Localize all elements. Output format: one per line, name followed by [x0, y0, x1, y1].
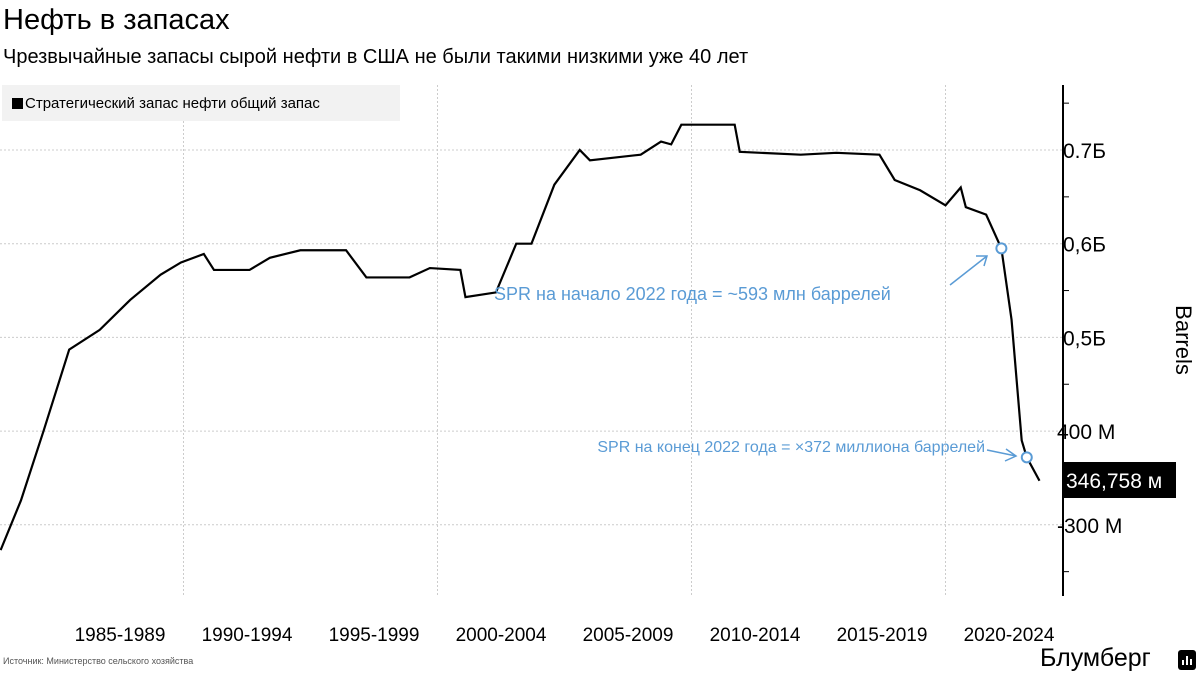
x-tick-label: 2010-2014: [710, 625, 801, 646]
x-tick-label: 2020-2024: [964, 625, 1055, 646]
annotation-arrowhead: [976, 255, 989, 267]
chart-subtitle: Чрезвычайные запасы сырой нефти в США не…: [3, 46, 749, 68]
chart-title: Нефть в запасах: [3, 4, 230, 36]
last-value-label: 346,758 м: [1066, 470, 1162, 493]
y-tick-label: -300 М: [1057, 515, 1122, 538]
y-tick-label: 0.7Б: [1063, 140, 1106, 163]
x-tick-label: 1995-1999: [329, 625, 420, 646]
y-tick-label: 0,6Б: [1063, 234, 1106, 257]
y-axis-title: Barrels: [1171, 305, 1196, 375]
y-tick-label: 400 М: [1057, 421, 1115, 444]
annotation-marker: [1020, 451, 1033, 464]
chart-icon[interactable]: [1178, 650, 1196, 670]
last-value-box: [1064, 462, 1176, 498]
legend-label: Стратегический запас нефти общий запас: [25, 94, 320, 112]
x-tick-label: 2015-2019: [837, 625, 928, 646]
annotation-label: SPR на начало 2022 года = ~593 млн барре…: [494, 284, 891, 304]
annotation-marker: [995, 242, 1008, 255]
x-tick-label: 1985-1989: [75, 625, 166, 646]
x-tick-label: 1990-1994: [202, 625, 293, 646]
legend-swatch: [12, 97, 23, 109]
x-tick-label: 2000-2004: [456, 625, 547, 646]
source-note: Источник: Министерство сельского хозяйст…: [3, 656, 194, 666]
legend[interactable]: Стратегический запас нефти общий запас: [2, 85, 400, 121]
series-line: [0, 123, 1041, 551]
annotation-label: SPR на конец 2022 года = ×372 миллиона б…: [597, 439, 985, 456]
annotation-arrowhead: [1004, 448, 1018, 462]
brand-logo: Блумберг: [1040, 644, 1151, 672]
x-tick-label: 2005-2009: [583, 625, 674, 646]
annotation-arrow: [986, 449, 1017, 457]
y-tick-label: 0,5Б: [1063, 327, 1106, 350]
annotation-arrow: [949, 255, 988, 286]
